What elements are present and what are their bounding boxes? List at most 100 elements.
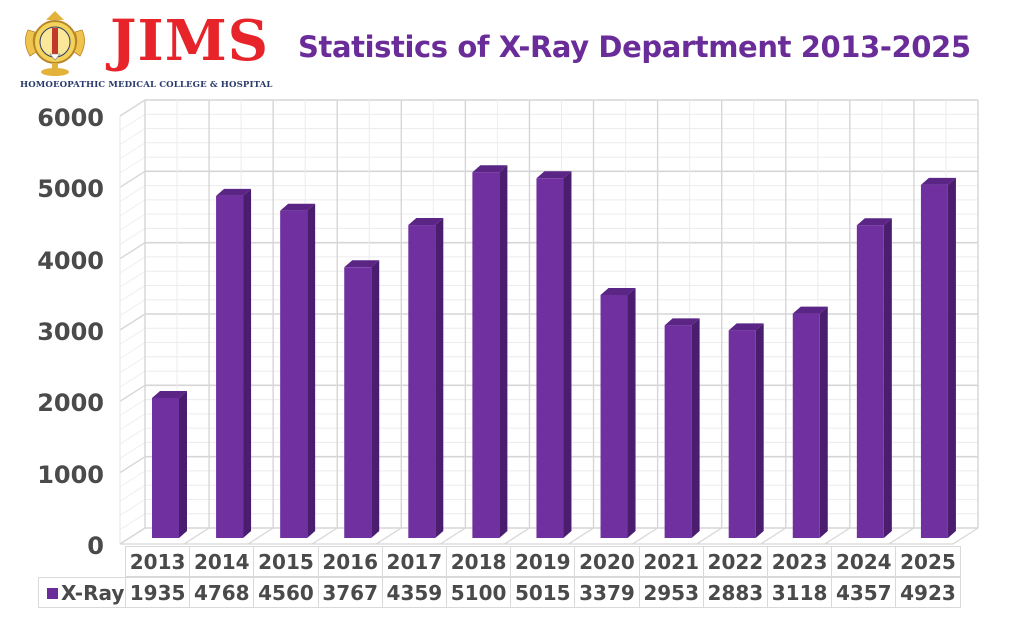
side-gridline xyxy=(119,99,146,117)
bar-side xyxy=(755,323,764,538)
legend-swatch-icon xyxy=(47,588,58,599)
bar-top xyxy=(344,260,380,268)
y-tick-label: 0 xyxy=(87,532,104,560)
side-gridline xyxy=(119,413,146,431)
side-gridline xyxy=(119,227,146,245)
bar-2020 xyxy=(600,294,628,538)
bar-side xyxy=(947,177,956,539)
table-value-cell: 3379 xyxy=(574,577,640,608)
bar-2017 xyxy=(408,225,436,539)
y-tick-label: 2000 xyxy=(37,389,104,418)
side-gridline xyxy=(119,384,146,402)
floor-line xyxy=(952,527,979,545)
bar-2014 xyxy=(216,195,244,538)
bar-2019 xyxy=(536,178,564,538)
floor-line xyxy=(504,527,530,545)
college-logo: JIMS HOMOEOPATHIC MEDICAL COLLEGE & HOSP… xyxy=(18,6,288,92)
floor-line xyxy=(440,527,466,545)
logo-wordmark: JIMS xyxy=(110,8,270,74)
floor-line xyxy=(119,527,146,545)
table-header-year: 2023 xyxy=(767,546,833,577)
y-tick-label: 4000 xyxy=(37,246,104,275)
bar-2022 xyxy=(728,330,756,538)
side-gridline xyxy=(119,128,146,145)
table-value-cell: 3118 xyxy=(767,577,833,608)
floor-line xyxy=(760,527,787,545)
y-tick-label: 3000 xyxy=(37,318,104,346)
side-gridline xyxy=(119,170,146,188)
bar-top xyxy=(856,218,892,226)
side-gridline xyxy=(119,470,146,488)
bar-top xyxy=(664,318,700,326)
table-header-year: 2022 xyxy=(702,546,768,577)
floor-line xyxy=(375,527,402,545)
side-gridline xyxy=(119,342,146,359)
side-gridline xyxy=(119,327,146,345)
emblem-icon xyxy=(25,11,85,76)
bar-side xyxy=(563,171,572,538)
bar-side xyxy=(819,306,828,538)
floor-line xyxy=(183,527,210,545)
bar-side xyxy=(243,188,252,538)
side-gridline xyxy=(119,313,146,331)
side-gridline xyxy=(119,213,146,231)
bar-top xyxy=(728,323,764,331)
side-gridline xyxy=(119,513,146,531)
table-value-cell: 4923 xyxy=(895,577,961,608)
table-header-year: 2025 xyxy=(895,546,961,577)
bar-side xyxy=(435,218,444,539)
table-value-cell: 2953 xyxy=(638,577,704,608)
bar-top xyxy=(152,390,187,398)
side-gridline xyxy=(119,113,146,131)
side-gridline xyxy=(119,484,146,502)
table-value-cell: 4357 xyxy=(831,577,897,608)
floor-line xyxy=(632,527,658,545)
side-gridline xyxy=(119,427,146,445)
bar-2021 xyxy=(664,325,692,538)
bar-2013 xyxy=(152,397,179,538)
bar-top xyxy=(216,188,252,196)
table-header-year: 2017 xyxy=(381,546,447,577)
table-value-cell: 3767 xyxy=(317,577,383,608)
table-header-year: 2020 xyxy=(574,546,640,577)
table-header-year: 2015 xyxy=(253,546,319,577)
table-value-cell: 4359 xyxy=(381,577,447,608)
floor-line xyxy=(311,527,338,545)
logo-subtitle: HOMOEOPATHIC MEDICAL COLLEGE & HOSPITAL xyxy=(20,80,273,90)
floor-line xyxy=(696,527,723,545)
side-gridline xyxy=(119,441,146,459)
legend-label-cell: X-Ray xyxy=(38,577,126,608)
bar-side xyxy=(307,203,316,538)
side-gridline xyxy=(119,499,146,516)
side-gridline xyxy=(119,156,146,174)
bar-top xyxy=(280,203,316,211)
table-header-year: 2021 xyxy=(638,546,704,577)
bar-2024 xyxy=(856,225,884,538)
side-gridline xyxy=(119,370,146,388)
bar-2023 xyxy=(792,313,820,538)
table-value-cell: 4560 xyxy=(253,577,319,608)
side-gridline xyxy=(119,270,146,288)
bar-side xyxy=(371,260,380,538)
bar-side xyxy=(691,318,700,538)
side-gridline xyxy=(119,142,146,160)
bar-side xyxy=(627,287,636,538)
legend-label: X-Ray xyxy=(61,581,125,605)
table-value-cell: 4768 xyxy=(189,577,255,608)
bar-side xyxy=(499,165,508,538)
y-tick-label: 6000 xyxy=(37,104,104,132)
table-header-year: 2014 xyxy=(189,546,255,577)
table-value-cell: 2883 xyxy=(702,577,768,608)
bar-top xyxy=(920,177,956,185)
floor-line xyxy=(824,527,851,545)
side-gridline xyxy=(119,299,146,317)
table-value-cell: 1935 xyxy=(125,577,191,608)
table-value-cell: 5015 xyxy=(510,577,576,608)
chart-title: Statistics of X-Ray Department 2013-2025 xyxy=(298,30,971,64)
bar-2025 xyxy=(920,184,948,539)
table-header-year: 2018 xyxy=(446,546,512,577)
bar-top xyxy=(600,287,636,295)
bar-top xyxy=(472,165,508,173)
bar-top xyxy=(408,218,444,226)
side-gridline xyxy=(119,199,146,217)
